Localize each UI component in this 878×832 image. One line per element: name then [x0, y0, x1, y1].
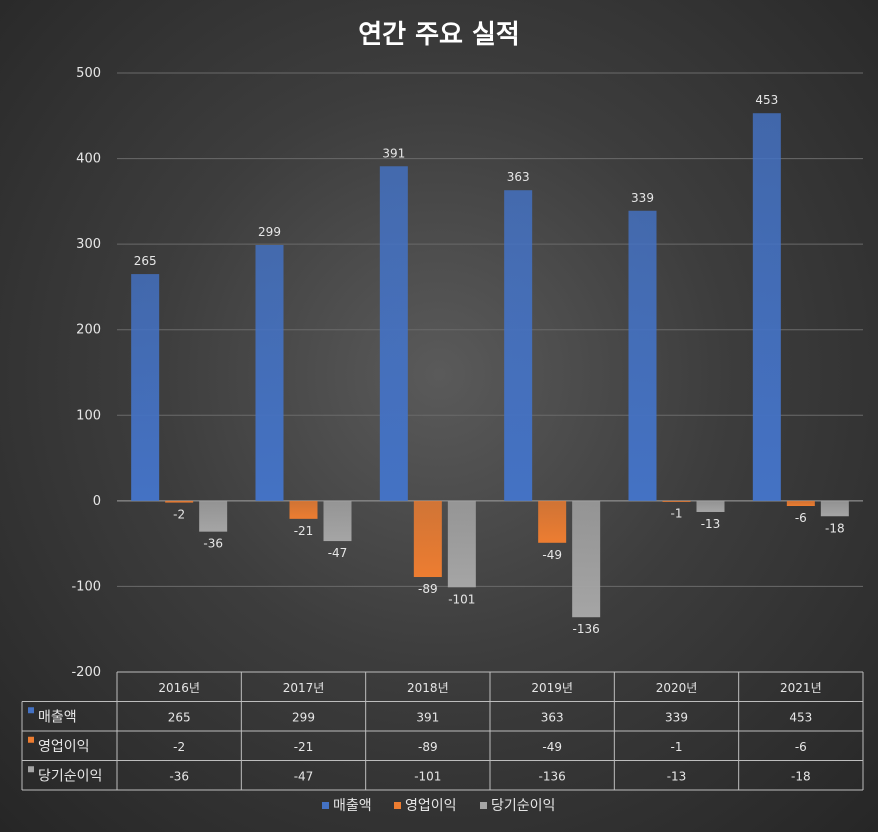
bar-당기순이익-2019년	[572, 500, 601, 618]
table-cell: -36	[169, 769, 189, 783]
bar-당기순이익-2016년	[199, 500, 228, 532]
table-cell: 453	[789, 710, 812, 724]
bar-영업이익-2021년	[786, 500, 815, 506]
data-label: 391	[382, 146, 405, 160]
table-header-cell: 2016년	[158, 681, 200, 695]
data-label: 265	[134, 254, 157, 268]
data-label: -13	[701, 517, 721, 531]
data-label: -21	[294, 524, 314, 538]
bar-매출액-2018년	[379, 166, 408, 501]
bar-영업이익-2020년	[662, 500, 691, 502]
bar-영업이익-2018년	[413, 500, 442, 578]
legend-key	[394, 802, 401, 809]
y-tick-label: 300	[76, 237, 101, 252]
bar-영업이익-2017년	[289, 500, 318, 519]
table-cell: 363	[541, 710, 564, 724]
y-tick-label: 200	[76, 323, 101, 338]
table-row-label: 당기순이익	[38, 768, 102, 784]
legend-label: 매출액	[333, 798, 372, 814]
table-header-cell: 2018년	[407, 681, 449, 695]
table-header-cell: 2019년	[531, 681, 573, 695]
table-cell: -47	[294, 769, 314, 783]
legend-label: 영업이익	[405, 798, 457, 814]
table-cell: 265	[168, 710, 191, 724]
y-tick-label: -100	[71, 579, 101, 594]
bar-영업이익-2016년	[165, 500, 194, 503]
data-label: -49	[542, 548, 562, 562]
bar-매출액-2019년	[504, 190, 533, 501]
chart-title: 연간 주요 실적	[358, 20, 520, 50]
table-header-cell: 2020년	[656, 681, 698, 695]
table-legend-key	[28, 707, 34, 714]
y-tick-label: 500	[76, 66, 101, 81]
table-header-cell: 2017년	[283, 681, 325, 695]
bar-당기순이익-2017년	[323, 500, 352, 542]
table-cell: -2	[173, 740, 185, 754]
data-label: -1	[671, 507, 683, 521]
bar-당기순이익-2020년	[696, 500, 725, 512]
table-cell: -18	[791, 769, 811, 783]
table-row-label: 영업이익	[38, 739, 90, 755]
y-tick-label: 100	[76, 408, 101, 423]
data-label: -36	[203, 537, 223, 551]
bar-당기순이익-2021년	[820, 500, 849, 517]
bar-매출액-2021년	[752, 113, 781, 501]
table-cell: 339	[665, 710, 688, 724]
data-label: -47	[328, 546, 348, 560]
bar-매출액-2017년	[255, 244, 284, 501]
data-label: 339	[631, 191, 654, 205]
bar-매출액-2016년	[131, 274, 160, 501]
data-label: 363	[507, 170, 530, 184]
table-row-label: 매출액	[38, 709, 77, 725]
table-cell: -136	[539, 769, 566, 783]
y-tick-label: 400	[76, 152, 101, 167]
table-legend-key	[28, 766, 34, 773]
table-header-cell: 2021년	[780, 681, 822, 695]
table-legend-key	[28, 736, 34, 743]
table-cell: 391	[416, 710, 439, 724]
legend-label: 당기순이익	[491, 798, 555, 814]
table-cell: -101	[414, 769, 441, 783]
table-cell: -6	[795, 740, 807, 754]
data-label: -101	[448, 592, 475, 606]
bar-매출액-2020년	[628, 210, 657, 501]
bar-영업이익-2019년	[538, 500, 567, 543]
legend-key	[322, 802, 329, 809]
data-label: -6	[795, 511, 807, 525]
bar-당기순이익-2018년	[447, 500, 476, 588]
table-cell: -49	[542, 740, 562, 754]
legend-key	[480, 802, 487, 809]
data-label: 453	[755, 93, 778, 107]
table-cell: -1	[671, 740, 683, 754]
data-label: 299	[258, 225, 281, 239]
y-tick-label: -200	[71, 665, 101, 680]
data-label: -2	[173, 508, 185, 522]
table-cell: -89	[418, 740, 438, 754]
table-cell: -13	[667, 769, 687, 783]
data-label: -136	[573, 622, 600, 636]
data-label: -89	[418, 582, 438, 596]
data-label: -18	[825, 521, 845, 535]
y-tick-label: 0	[93, 494, 101, 509]
table-cell: 299	[292, 710, 315, 724]
table-cell: -21	[294, 740, 314, 754]
